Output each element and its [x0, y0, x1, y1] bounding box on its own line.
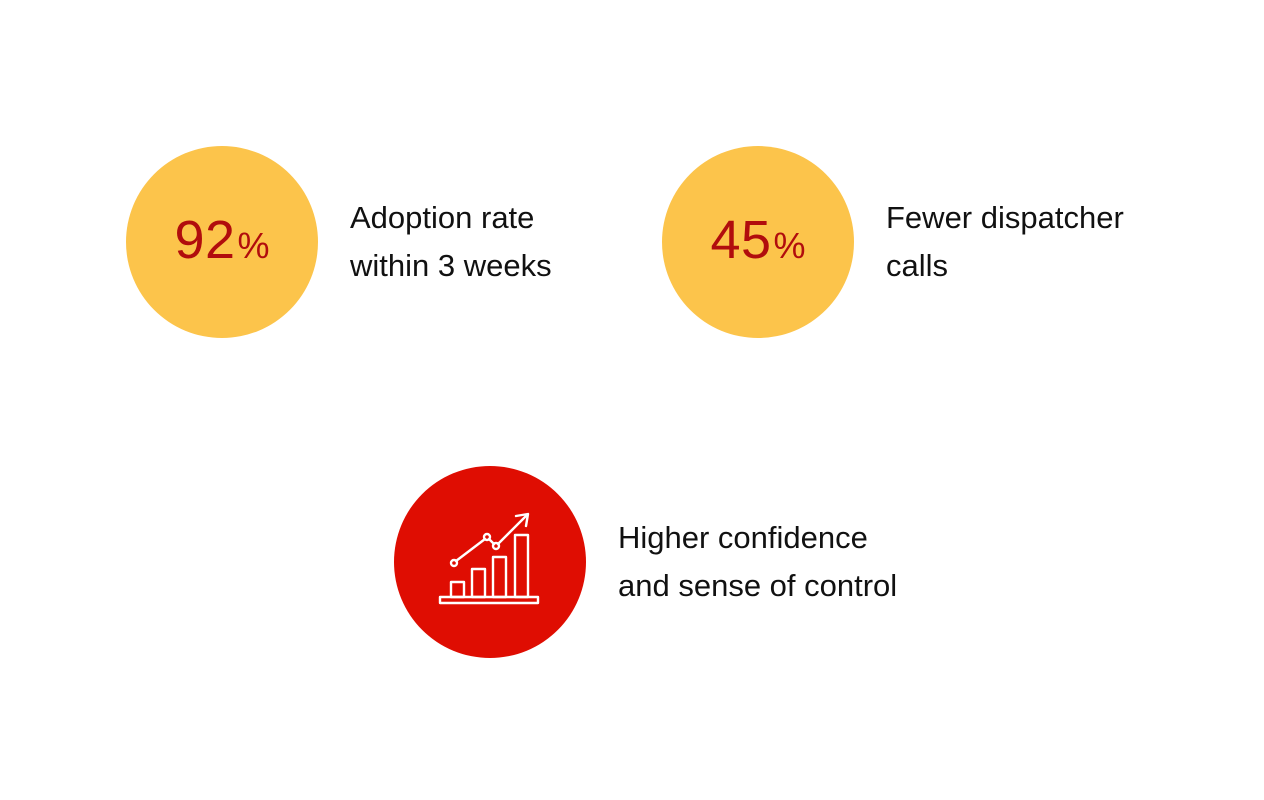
- stat-unit: %: [773, 225, 806, 266]
- stat-value: 45 %: [710, 213, 805, 267]
- stat-caption-line: calls: [886, 248, 949, 283]
- stat-caption: Adoption rate within 3 weeks: [350, 194, 552, 290]
- stat-circle: [394, 466, 586, 658]
- stat-confidence: Higher confidence and sense of control: [394, 466, 897, 658]
- stat-caption-line: within 3 weeks: [350, 248, 552, 283]
- stat-fewer-calls: 45 % Fewer dispatcher calls: [662, 146, 1124, 338]
- stat-value: 92 %: [174, 213, 269, 267]
- stat-unit: %: [237, 225, 270, 266]
- stat-caption-line: Fewer dispatcher: [886, 200, 1124, 235]
- stat-circle: 45 %: [662, 146, 854, 338]
- stat-circle: 92 %: [126, 146, 318, 338]
- stat-number: 92: [174, 210, 236, 270]
- stat-caption-line: and sense of control: [618, 568, 898, 603]
- stat-caption-line: Higher confidence: [618, 520, 868, 555]
- stat-caption: Higher confidence and sense of control: [618, 514, 897, 610]
- stat-caption: Fewer dispatcher calls: [886, 194, 1124, 290]
- growth-chart-icon: [438, 512, 540, 605]
- stat-caption-line: Adoption rate: [350, 200, 535, 235]
- stat-adoption-rate: 92 % Adoption rate within 3 weeks: [126, 146, 552, 338]
- stat-number: 45: [710, 210, 772, 270]
